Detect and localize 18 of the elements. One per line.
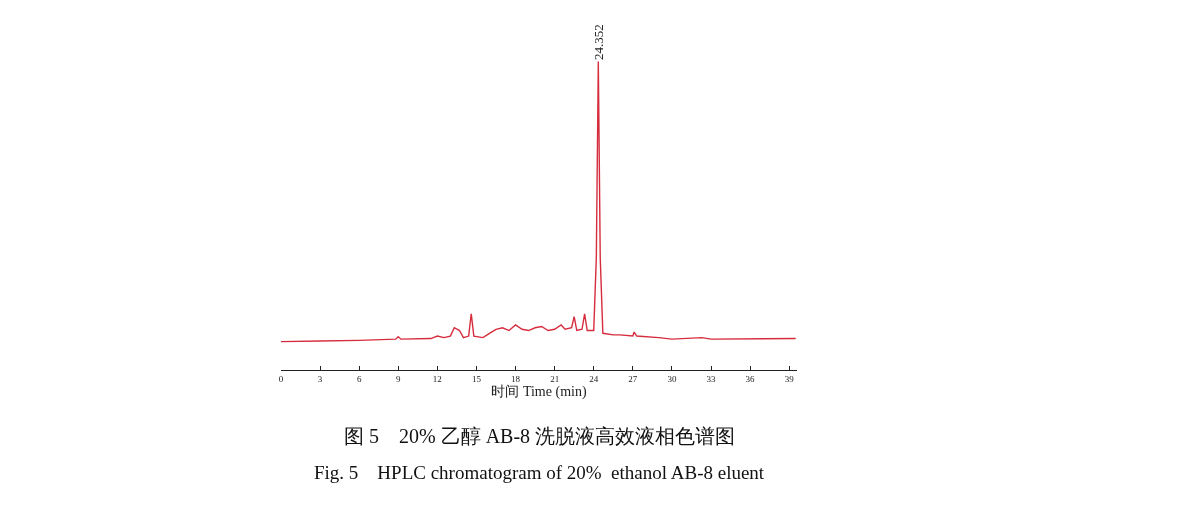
- x-tick-label: 18: [511, 373, 521, 384]
- x-axis-title: 时间 Time (min): [491, 383, 587, 400]
- x-tick-label: 27: [628, 373, 638, 384]
- x-tick-label: 9: [396, 373, 402, 384]
- x-tick-label: 30: [667, 373, 677, 384]
- x-tick-label: 33: [706, 373, 716, 384]
- x-tick-label: 3: [317, 373, 323, 384]
- x-tick-label: 0: [278, 373, 284, 384]
- x-tick-label: 21: [550, 373, 560, 384]
- x-tick-label: 15: [471, 373, 482, 384]
- x-tick-label: 39: [784, 373, 795, 384]
- x-tick-label: 36: [745, 373, 756, 384]
- x-tick-label: 24: [589, 373, 599, 384]
- text: 图 5 20% 乙醇 AB-8 洗脱液高效液相色谱图: [344, 425, 736, 447]
- text: Fig. 5 HPLC chromatogram of 20% ethanol AB-8 eluent: [314, 462, 765, 483]
- x-tick-label: 12: [432, 373, 442, 384]
- x-tick-label: 6: [356, 373, 362, 384]
- annotation: 24.352: [590, 24, 606, 60]
